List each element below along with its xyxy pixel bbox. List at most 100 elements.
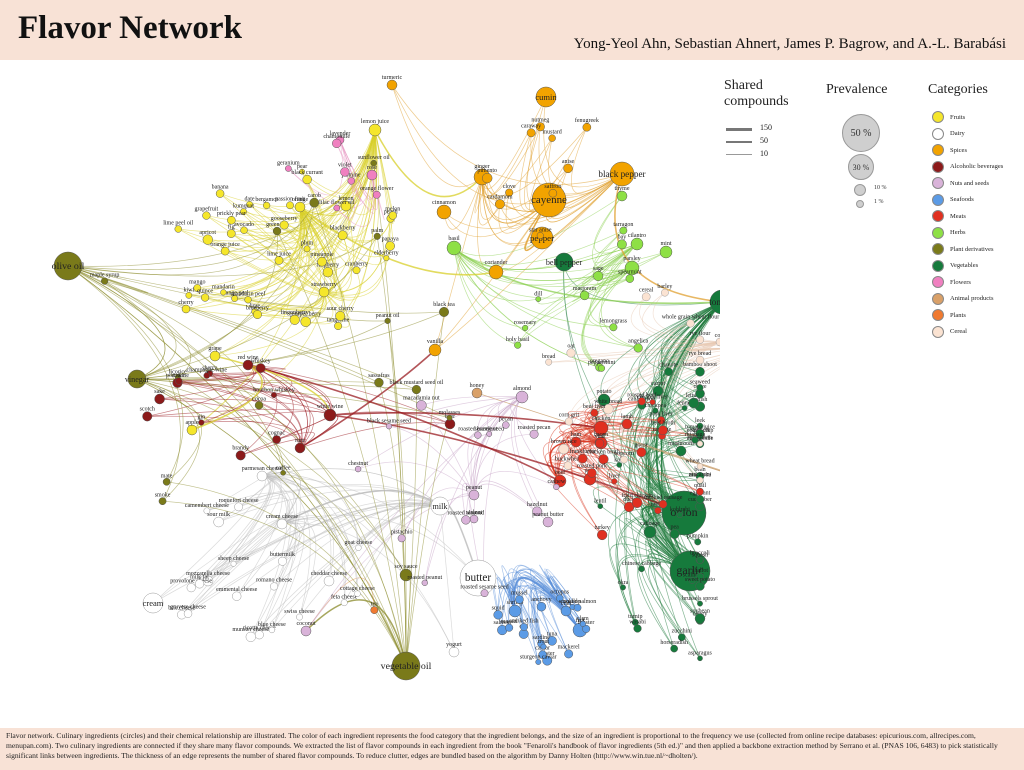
ingredient-node: gooseberry bbox=[271, 216, 297, 230]
category-label: Plants bbox=[950, 311, 966, 319]
ingredient-node: bay bbox=[617, 235, 627, 250]
ingredient-node: black currant bbox=[291, 170, 323, 185]
ingredient-label: bergamot bbox=[255, 197, 278, 203]
ingredient-label: mango bbox=[189, 279, 205, 285]
ingredient-circle bbox=[697, 600, 703, 607]
ingredient-label: goat cheese bbox=[344, 540, 372, 546]
ingredient-node: pimento bbox=[477, 168, 497, 184]
ingredient-label: papaya bbox=[382, 236, 399, 242]
ingredient-circle bbox=[471, 387, 483, 399]
ingredient-label: champagne wine bbox=[187, 368, 228, 374]
ingredient-node: orange flower bbox=[360, 185, 393, 199]
ingredient-node: chayote bbox=[659, 363, 678, 376]
category-item: Flowers bbox=[932, 275, 971, 289]
ingredient-label: melon bbox=[385, 207, 400, 213]
ingredient-node: pecan bbox=[499, 417, 513, 429]
ingredient-circle bbox=[661, 288, 669, 297]
ingredient-circle bbox=[695, 581, 705, 591]
edge bbox=[159, 398, 301, 449]
edge bbox=[147, 364, 255, 417]
ingredient-node: macadamia nut bbox=[403, 395, 440, 411]
ingredient-circle bbox=[579, 620, 586, 627]
edge bbox=[567, 359, 720, 466]
edge bbox=[236, 475, 283, 597]
edge bbox=[260, 367, 311, 449]
edge bbox=[434, 173, 623, 351]
ingredient-circle bbox=[270, 392, 277, 399]
ingredient-node: geranium bbox=[277, 160, 300, 172]
ingredient-node: sour cherry bbox=[327, 306, 354, 321]
ingredient-label: mackerel bbox=[558, 645, 580, 651]
ingredient-node: milk fat bbox=[190, 573, 209, 589]
ingredient-circle bbox=[383, 255, 390, 262]
ingredient-node: mandarin bbox=[212, 284, 235, 296]
edge bbox=[548, 349, 720, 363]
ingredient-node: asparagus bbox=[688, 651, 712, 662]
ingredient-label: cilantro bbox=[628, 233, 646, 239]
prevalence-1-circle bbox=[856, 200, 864, 208]
ingredient-circle bbox=[688, 397, 699, 409]
ingredient-node: tomato juice bbox=[685, 424, 715, 438]
ingredient-label: rye flour bbox=[690, 330, 711, 337]
ingredient-label: buckwheat bbox=[555, 457, 581, 463]
ingredient-label: caraway bbox=[521, 124, 541, 130]
ingredient-label: rose bbox=[367, 165, 377, 171]
ingredient-label: bread bbox=[542, 354, 555, 360]
ingredient-label: kumquat bbox=[233, 204, 254, 210]
ingredient-label: cottage cheese bbox=[340, 586, 375, 592]
ingredient-node: caraway bbox=[521, 124, 541, 138]
edge bbox=[453, 195, 623, 257]
ingredient-label: smoke bbox=[155, 493, 171, 499]
ingredient-circle bbox=[340, 200, 352, 212]
ingredient-circle bbox=[508, 604, 522, 618]
ingredient-label: broccoli bbox=[690, 551, 710, 557]
ingredient-circle bbox=[657, 425, 668, 436]
ingredient-circle bbox=[226, 229, 236, 238]
ingredient-circle bbox=[416, 400, 427, 411]
edge bbox=[517, 267, 633, 346]
ingredient-node: beef liver bbox=[583, 403, 606, 417]
ingredient-circle bbox=[532, 506, 542, 517]
ingredient-circle bbox=[240, 208, 247, 215]
ingredient-circle bbox=[563, 461, 573, 470]
category-item: Seafoods bbox=[932, 193, 974, 207]
ingredient-node: soy sauce bbox=[394, 564, 418, 582]
ingredient-node: shrimp bbox=[507, 600, 523, 618]
ingredient-node: rutabaga bbox=[685, 432, 706, 444]
edge bbox=[567, 411, 602, 429]
category-color-dot bbox=[932, 292, 944, 305]
ingredient-label: black tea bbox=[433, 302, 455, 308]
ingredient-node: oat bbox=[566, 344, 576, 358]
ingredient-label: lettuce bbox=[686, 393, 702, 399]
edge bbox=[473, 470, 557, 496]
ingredient-label: peanut bbox=[466, 485, 482, 491]
edge bbox=[67, 265, 284, 473]
edge bbox=[299, 206, 497, 276]
ingredient-circle bbox=[590, 408, 599, 417]
ingredient-node: coconut bbox=[297, 621, 316, 637]
edge bbox=[595, 428, 701, 444]
ingredient-circle bbox=[566, 348, 576, 358]
category-color-dot bbox=[932, 243, 944, 255]
edge bbox=[481, 176, 541, 245]
ingredient-node: emmental cheese bbox=[216, 587, 258, 601]
ingredient-label: roasted peanut bbox=[407, 575, 442, 581]
ingredient-node: sake bbox=[154, 389, 165, 405]
ingredient-circle bbox=[697, 655, 703, 662]
ingredient-label: cream bbox=[143, 598, 164, 608]
edge bbox=[508, 173, 623, 219]
edge bbox=[597, 243, 638, 286]
ingredient-circle bbox=[695, 355, 705, 365]
ingredient-label: cranberry bbox=[345, 262, 368, 268]
ingredient-circle bbox=[384, 317, 391, 324]
edge bbox=[199, 515, 287, 585]
edge bbox=[250, 505, 441, 638]
edge bbox=[424, 396, 523, 583]
ingredient-node: cinnamon bbox=[432, 200, 456, 220]
ingredient-circle bbox=[536, 232, 544, 240]
ingredient-label: seaweed bbox=[690, 379, 710, 385]
ingredient-circle bbox=[268, 626, 276, 634]
category-label: Animal products bbox=[950, 295, 994, 302]
ingredient-circle bbox=[505, 188, 514, 197]
ingredient-node: brussels sprout bbox=[682, 596, 718, 607]
